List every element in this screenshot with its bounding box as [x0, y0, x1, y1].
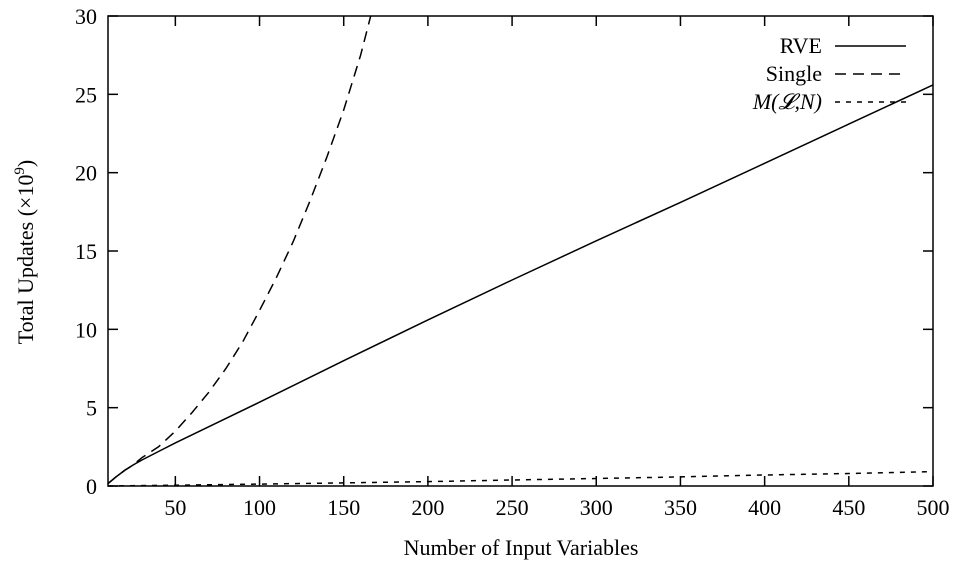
y-tick-label: 10	[75, 317, 97, 342]
x-tick-label: 300	[580, 495, 613, 520]
legend-label-0: RVE	[780, 33, 822, 58]
x-tick-label: 100	[243, 495, 276, 520]
legend: RVE Single M(𝓛,N)	[752, 33, 906, 114]
y-axis-title-close: )	[13, 160, 38, 167]
x-tick-label: 500	[917, 495, 950, 520]
series-lines	[107, 15, 934, 487]
x-tick-label: 200	[411, 495, 444, 520]
y-axis-title-main: Total Updates (×10	[13, 175, 38, 345]
x-tick-label: 150	[327, 495, 360, 520]
x-tick-label: 350	[664, 495, 697, 520]
x-tick-label: 50	[164, 495, 186, 520]
y-axis-title: Total Updates (×109)	[12, 160, 38, 345]
series-line-2	[107, 470, 934, 487]
y-tick-label: 25	[75, 82, 97, 107]
x-tick-label: 450	[832, 495, 865, 520]
x-tick-label: 250	[496, 495, 529, 520]
y-tick-label: 30	[75, 4, 97, 29]
series-line-1	[107, 15, 372, 485]
series-line-0	[107, 84, 934, 485]
x-tick-labels: 50 100 150 200 250 300 350 400 450 500	[164, 495, 949, 520]
tick-marks	[108, 15, 934, 487]
legend-label-1: Single	[766, 61, 822, 86]
y-tick-labels: 0 5 10 15 20 25 30	[75, 4, 97, 499]
x-axis-title: Number of Input Variables	[404, 535, 639, 560]
y-tick-label: 5	[86, 396, 97, 421]
y-tick-label: 20	[75, 161, 97, 186]
legend-label-2: M(𝓛,N)	[752, 89, 822, 114]
y-tick-label: 15	[75, 239, 97, 264]
y-tick-label: 0	[86, 474, 97, 499]
y-axis-title-exponent: 9	[12, 167, 28, 175]
x-tick-label: 400	[748, 495, 781, 520]
